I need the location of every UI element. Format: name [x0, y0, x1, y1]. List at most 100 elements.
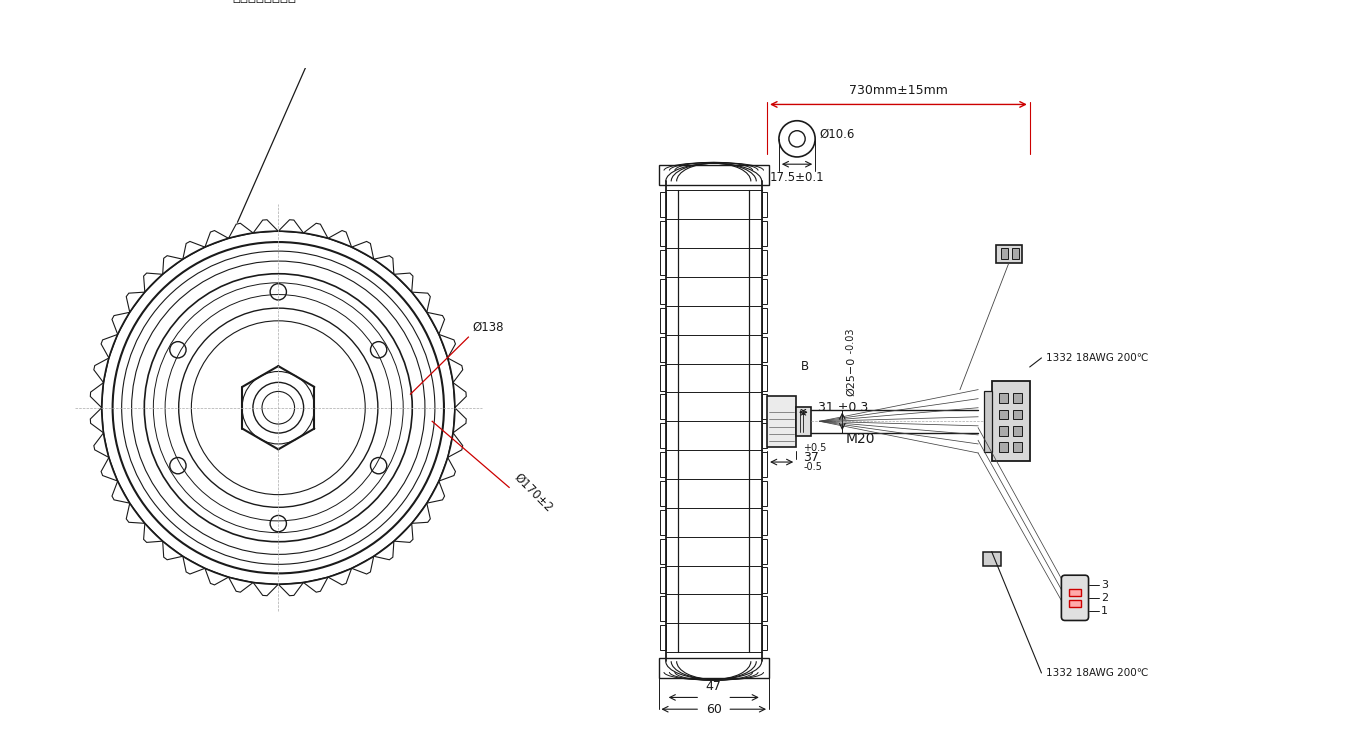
Text: 轮胎表面正纹处理: 轮胎表面正纹处理	[233, 0, 296, 4]
Polygon shape	[229, 224, 253, 238]
Text: +0.5: +0.5	[804, 443, 826, 454]
Bar	[984, 391, 992, 452]
Bar	[996, 244, 1022, 262]
Bar	[762, 481, 767, 506]
Bar	[999, 426, 1008, 436]
Bar	[762, 538, 767, 564]
Text: 60: 60	[705, 703, 721, 715]
Bar	[661, 510, 666, 535]
Bar	[661, 337, 666, 362]
Text: 1332 18AWG 200℃: 1332 18AWG 200℃	[1046, 668, 1148, 678]
Polygon shape	[328, 230, 351, 248]
Text: 1332 18AWG 200℃: 1332 18AWG 200℃	[1046, 353, 1148, 363]
Polygon shape	[90, 408, 104, 433]
Bar	[762, 568, 767, 592]
Polygon shape	[253, 583, 279, 596]
Bar	[661, 279, 666, 304]
Bar	[999, 442, 1008, 452]
Bar	[661, 250, 666, 275]
Bar	[1000, 248, 1008, 259]
Bar	[762, 192, 767, 217]
Bar	[1014, 393, 1023, 404]
Bar	[1069, 600, 1081, 607]
Polygon shape	[163, 542, 183, 560]
Text: B: B	[801, 361, 809, 374]
Polygon shape	[412, 292, 431, 312]
Polygon shape	[127, 503, 145, 524]
Bar	[661, 308, 666, 333]
Bar	[658, 658, 769, 677]
Bar	[762, 337, 767, 362]
Bar	[762, 596, 767, 622]
Bar	[1014, 410, 1023, 419]
Bar	[992, 382, 1030, 461]
Bar	[762, 423, 767, 448]
Polygon shape	[101, 458, 117, 481]
Bar	[661, 423, 666, 448]
Bar	[983, 552, 1000, 566]
FancyBboxPatch shape	[1062, 575, 1089, 620]
Text: 2: 2	[1101, 592, 1108, 603]
Polygon shape	[205, 568, 229, 585]
Text: 1: 1	[1101, 605, 1108, 616]
Bar	[661, 538, 666, 564]
Polygon shape	[94, 358, 109, 382]
Polygon shape	[394, 524, 413, 542]
Polygon shape	[144, 273, 163, 292]
Text: Ø138: Ø138	[472, 320, 505, 334]
Polygon shape	[229, 577, 253, 592]
Polygon shape	[351, 556, 374, 574]
Bar	[661, 192, 666, 217]
Text: 37: 37	[804, 451, 820, 464]
Polygon shape	[127, 292, 145, 312]
Polygon shape	[351, 242, 374, 260]
Bar	[999, 393, 1008, 404]
Polygon shape	[279, 220, 303, 233]
Bar	[762, 394, 767, 419]
Bar	[661, 625, 666, 650]
Bar	[999, 410, 1008, 419]
Polygon shape	[253, 220, 279, 233]
Polygon shape	[412, 503, 431, 524]
Polygon shape	[328, 568, 351, 585]
Polygon shape	[112, 312, 129, 334]
Polygon shape	[427, 481, 444, 503]
Polygon shape	[439, 458, 455, 481]
Text: Ø170±2: Ø170±2	[511, 471, 556, 514]
Text: 3: 3	[1101, 580, 1108, 590]
Polygon shape	[279, 583, 303, 596]
Bar	[1069, 589, 1081, 596]
Text: Ø25−0: Ø25−0	[845, 356, 856, 396]
Polygon shape	[454, 408, 466, 433]
Text: -0.5: -0.5	[804, 461, 822, 472]
Polygon shape	[303, 224, 328, 238]
Bar	[1014, 442, 1023, 452]
Text: Ø10.6: Ø10.6	[820, 128, 855, 141]
Polygon shape	[90, 382, 104, 408]
Text: -0.03: -0.03	[845, 328, 856, 369]
Polygon shape	[427, 312, 444, 334]
Text: 47: 47	[705, 680, 721, 693]
Bar	[1014, 426, 1023, 436]
Text: 730mm±15mm: 730mm±15mm	[849, 84, 948, 98]
Polygon shape	[183, 556, 205, 574]
Bar	[661, 365, 666, 391]
Text: 17.5±0.1: 17.5±0.1	[770, 172, 824, 184]
Polygon shape	[374, 256, 394, 274]
Bar	[762, 308, 767, 333]
Bar	[762, 510, 767, 535]
Polygon shape	[374, 542, 394, 560]
Bar	[661, 481, 666, 506]
Bar	[661, 221, 666, 246]
Polygon shape	[94, 433, 109, 457]
Text: M20: M20	[845, 433, 875, 446]
Polygon shape	[448, 433, 463, 457]
Bar	[762, 279, 767, 304]
Polygon shape	[144, 524, 163, 542]
Bar	[661, 452, 666, 477]
Bar	[762, 625, 767, 650]
Bar	[658, 165, 769, 185]
Polygon shape	[163, 256, 183, 274]
Polygon shape	[439, 334, 455, 358]
Polygon shape	[454, 382, 466, 408]
